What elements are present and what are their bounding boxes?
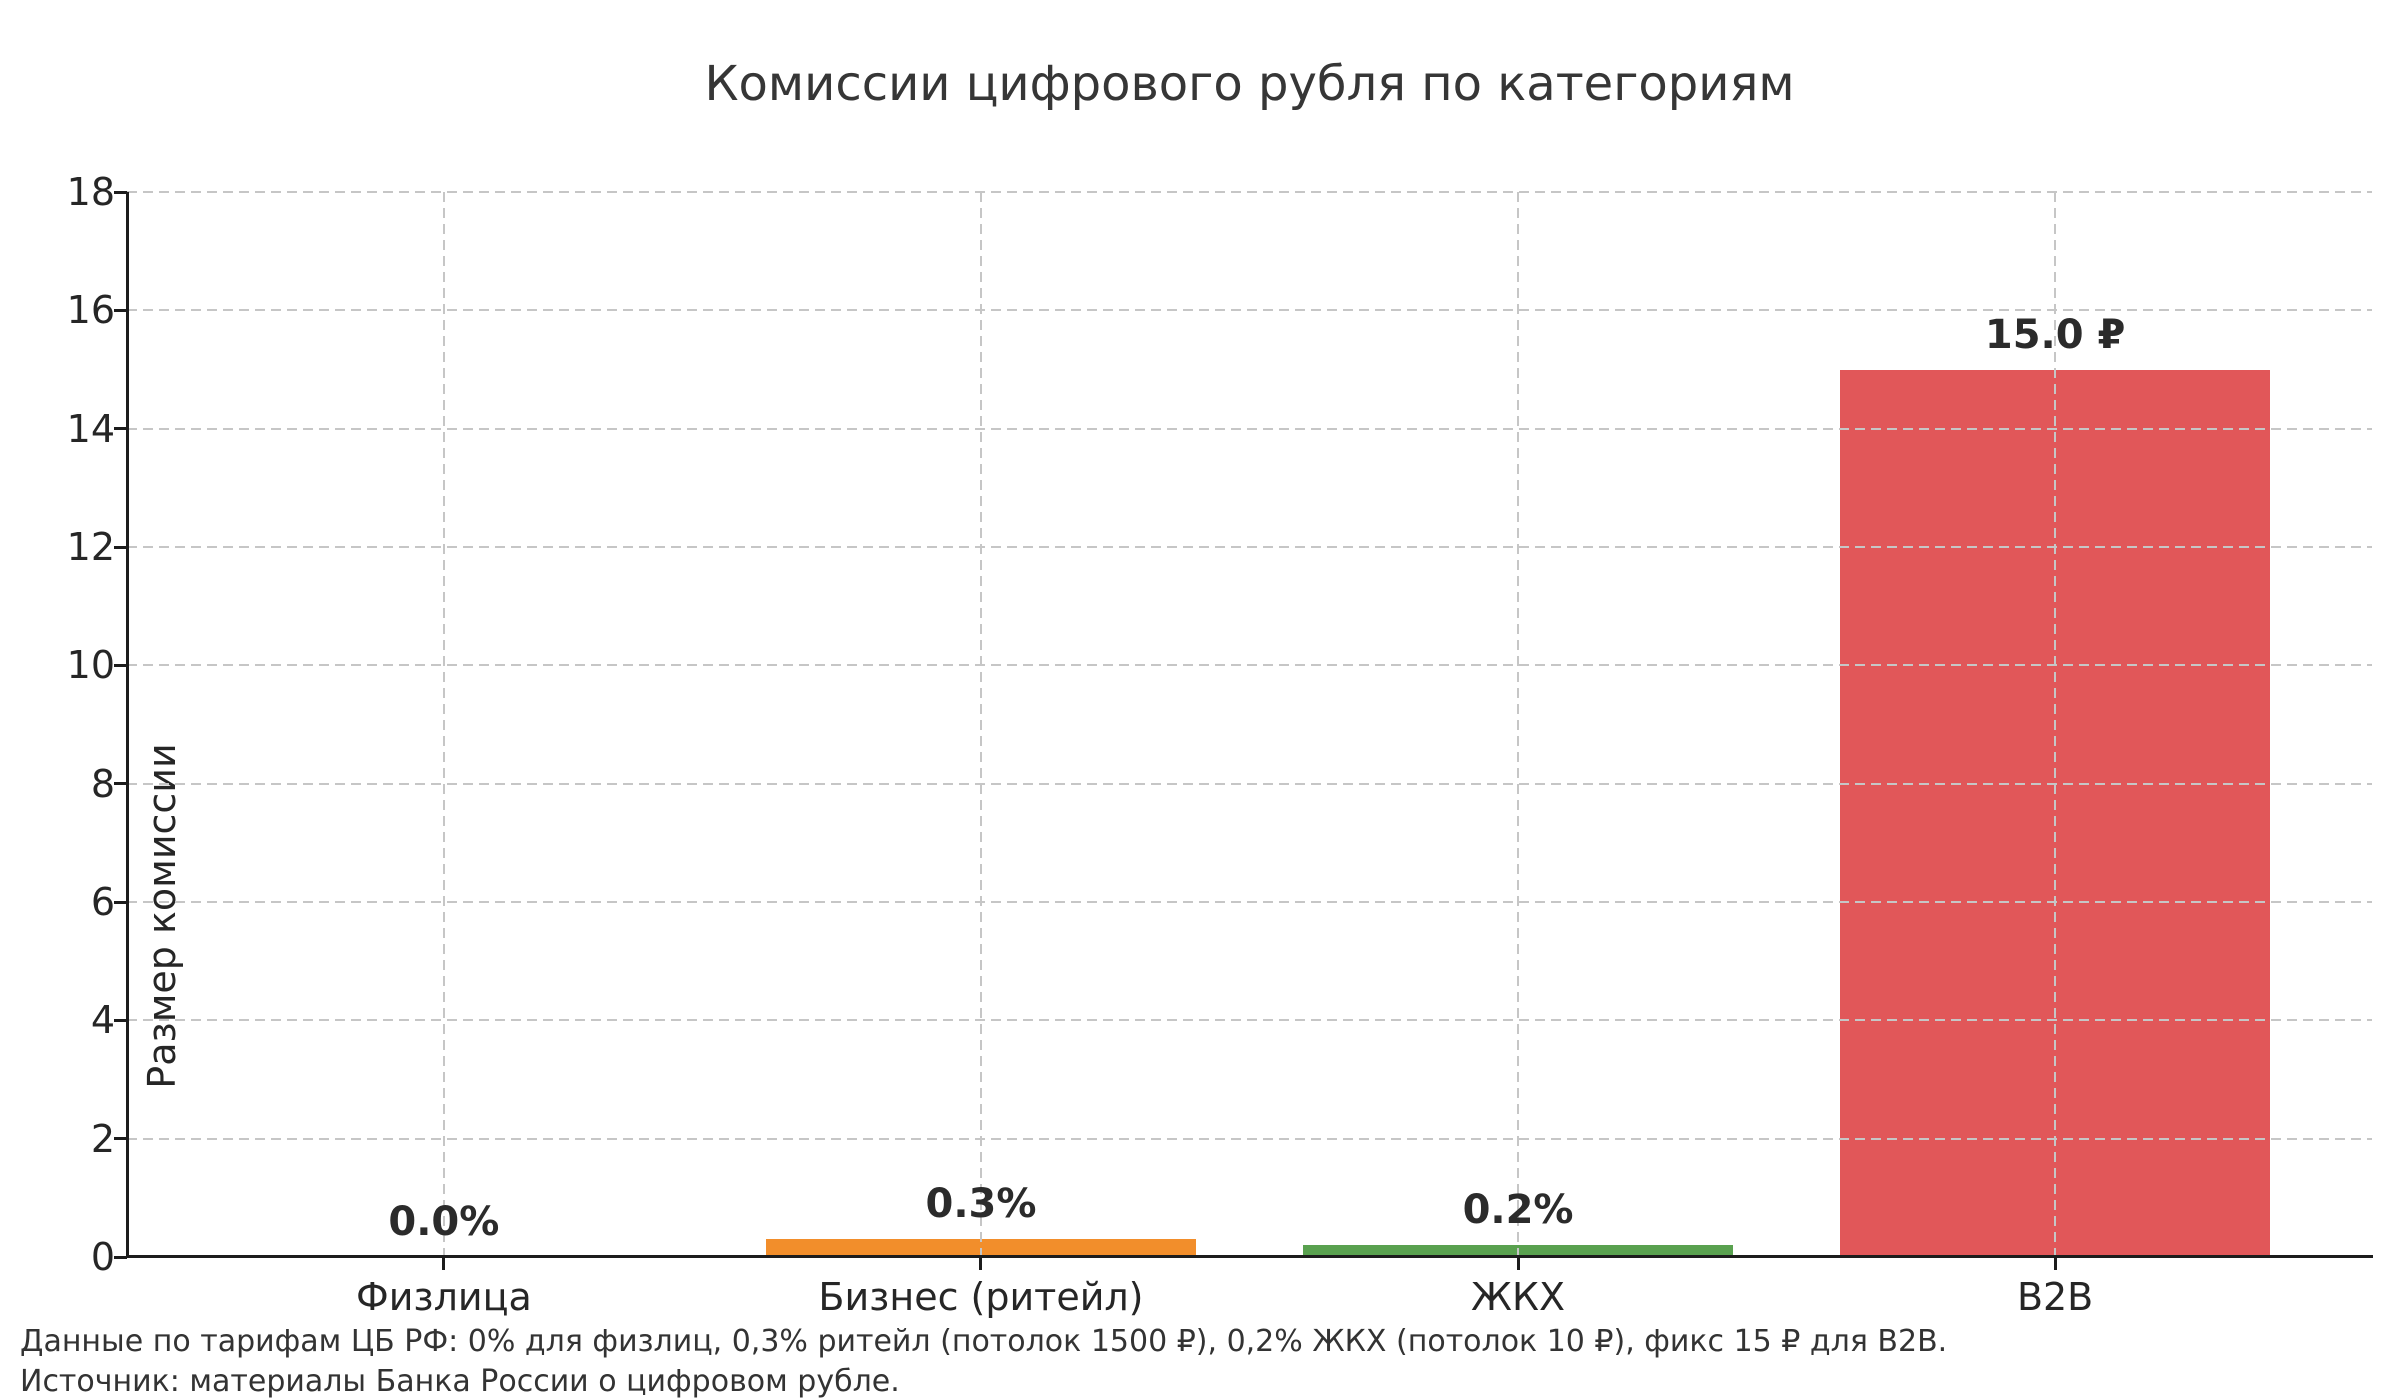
gridline-vertical (442, 192, 445, 1257)
bar-value-label: 0.2% (1462, 1187, 1574, 1234)
gridline-horizontal (127, 664, 2372, 667)
y-tick (114, 427, 127, 431)
bar-value-label: 15.0 ₽ (1984, 311, 2126, 358)
gridline-vertical (979, 192, 982, 1257)
bar-value-label: 0.0% (388, 1199, 500, 1245)
y-tick-label: 18 (66, 170, 115, 214)
y-axis-line (126, 192, 129, 1257)
y-tick-label: 10 (66, 643, 115, 688)
footnote: Данные по тарифам ЦБ РФ: 0% для физлиц, … (20, 1322, 1947, 1400)
gridline-horizontal (127, 427, 2372, 430)
x-axis-line (126, 1255, 2373, 1258)
gridline-horizontal (127, 1019, 2372, 1022)
x-tick-label: ЖКХ (1471, 1275, 1565, 1319)
x-tick-label: Физлица (356, 1275, 532, 1319)
y-tick (114, 1018, 127, 1022)
x-tick (1516, 1257, 1520, 1270)
y-tick-label: 4 (90, 998, 115, 1043)
y-tick-label: 12 (66, 525, 115, 569)
gridline-horizontal (127, 1137, 2372, 1140)
gridline-vertical (2054, 192, 2057, 1257)
plot-area: Размер комиссии 0 2 4 6 8 10 12 14 16 18 Физлица 0.… (67, 170, 2373, 1319)
footnote-line-2: Источник: материалы Банка России о цифро… (20, 1364, 900, 1399)
x-tick-label: B2B (2016, 1275, 2094, 1319)
y-axis-title: Размер комиссии (140, 743, 184, 1089)
y-tick (114, 545, 127, 549)
y-tick (114, 1255, 127, 1259)
y-tick (114, 663, 127, 667)
gridline-vertical (1517, 192, 1520, 1257)
bar-value-label: 0.3% (925, 1181, 1037, 1228)
x-tick (442, 1257, 446, 1270)
gridline-horizontal (127, 546, 2372, 548)
y-tick-label: 8 (90, 761, 115, 806)
y-tick (114, 190, 127, 194)
y-tick (114, 1137, 127, 1141)
y-tick-label: 16 (66, 288, 115, 333)
y-tick (114, 782, 127, 786)
gridline-horizontal (127, 782, 2372, 785)
y-tick (114, 308, 127, 312)
x-tick (979, 1257, 983, 1270)
y-tick-label: 14 (66, 406, 115, 451)
gridline-horizontal (127, 191, 2372, 193)
y-tick (114, 900, 127, 904)
x-tick-label: Бизнес (ритейл) (818, 1275, 1144, 1319)
gridline-horizontal (127, 309, 2372, 312)
y-tick-label: 0 (90, 1235, 115, 1279)
footnote-line-1: Данные по тарифам ЦБ РФ: 0% для физлиц, … (20, 1324, 1948, 1359)
gridline-horizontal (127, 901, 2372, 903)
chart-title: Комиссии цифрового рубля по категориям (704, 56, 1795, 112)
x-tick (2053, 1257, 2057, 1270)
y-tick-label: 2 (90, 1116, 115, 1161)
y-tick-label: 6 (90, 880, 115, 924)
